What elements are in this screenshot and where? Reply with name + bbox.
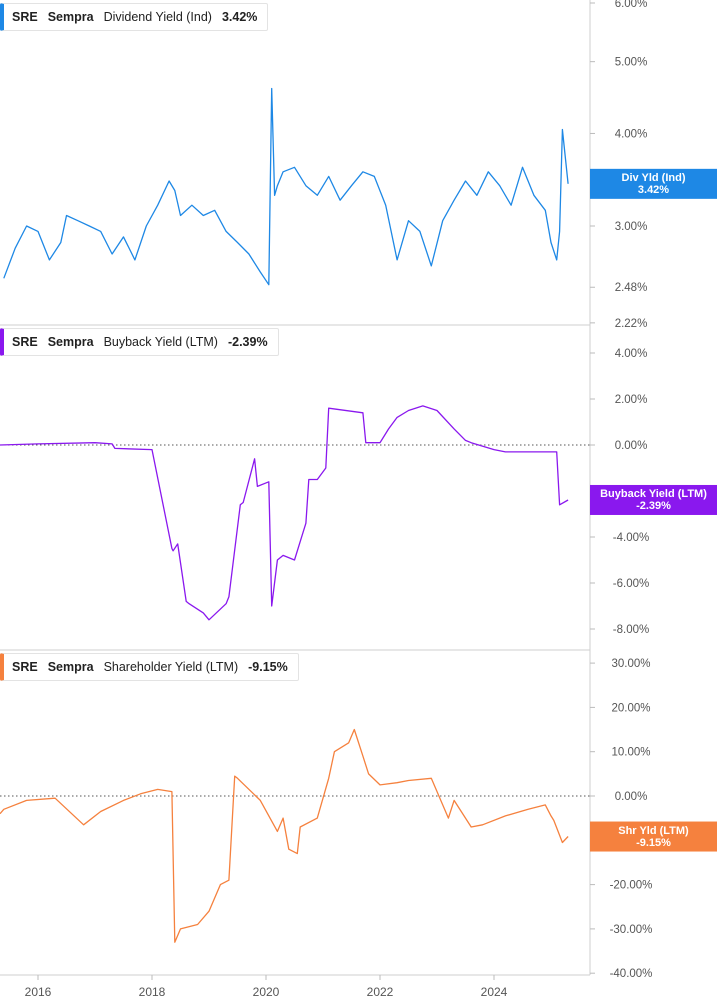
legend-ticker: SRE: [12, 335, 38, 349]
tag-value: -9.15%: [636, 836, 671, 849]
legend-company: Sempra: [47, 335, 94, 349]
y-tick-label: -20.00%: [610, 880, 653, 892]
buyback-yield-value-tag: Buyback Yield (LTM) -2.39%: [590, 485, 717, 515]
tag-label: Buyback Yield (LTM): [600, 487, 707, 500]
x-tick-label: 2016: [25, 985, 52, 999]
legend-company: Sempra: [47, 660, 94, 674]
value-tag-background: [590, 484, 717, 515]
tag-value: -2.39%: [636, 499, 671, 512]
y-tick-label: 4.00%: [615, 128, 648, 140]
tag-value: 3.42%: [637, 183, 670, 196]
y-tick-label: 30.00%: [611, 658, 650, 670]
series-line: [0, 728, 569, 943]
x-tick-label: 2024: [481, 985, 508, 999]
y-tick-label: -40.00%: [610, 968, 653, 980]
y-tick-label: 5.00%: [615, 57, 648, 69]
y-tick-label: 4.00%: [615, 348, 648, 360]
y-tick-label: 2.22%: [615, 318, 648, 330]
series-line: [0, 405, 569, 621]
legend-value: -9.15%: [248, 660, 288, 674]
tag-label: Div Yld (Ind): [621, 171, 686, 184]
y-tick-label: 0.00%: [615, 791, 648, 803]
dividend-yield-value-tag: Div Yld (Ind) 3.42%: [590, 169, 717, 199]
y-tick-label: 2.00%: [615, 394, 648, 406]
series-line: [3, 87, 569, 286]
dividend-yield-legend[interactable]: SRE Sempra Dividend Yield (Ind) 3.42%: [0, 3, 269, 31]
y-tick-label: -4.00%: [613, 532, 649, 544]
y-tick-label: 20.00%: [611, 702, 650, 714]
x-tick-label: 2018: [139, 985, 166, 999]
legend-metric: Buyback Yield (LTM): [103, 335, 218, 349]
legend-value: 3.42%: [221, 10, 258, 24]
x-tick-label: 2020: [253, 985, 280, 999]
y-tick-label: -30.00%: [610, 924, 653, 936]
legend-value: -2.39%: [227, 335, 268, 349]
shareholder-yield-legend[interactable]: SRE Sempra Shareholder Yield (LTM) -9.15…: [0, 653, 299, 681]
shareholder-yield-value-tag: Shr Yld (LTM) -9.15%: [590, 822, 717, 852]
value-tag-background: [590, 821, 717, 852]
legend-metric: Shareholder Yield (LTM): [103, 660, 239, 674]
legend-company: Sempra: [47, 10, 94, 24]
y-tick-label: 3.00%: [615, 221, 648, 233]
y-tick-label: 6.00%: [615, 0, 648, 10]
legend-ticker: SRE: [12, 10, 38, 24]
y-tick-label: -6.00%: [613, 578, 649, 590]
value-tag-background: [590, 168, 717, 199]
y-tick-label: -8.00%: [613, 624, 649, 636]
tag-label: Shr Yld (LTM): [618, 824, 689, 837]
legend-ticker: SRE: [12, 660, 38, 674]
y-tick-label: 0.00%: [615, 440, 648, 452]
y-tick-label: 2.48%: [615, 282, 648, 294]
y-tick-label: 10.00%: [611, 747, 650, 759]
buyback-yield-legend[interactable]: SRE Sempra Buyback Yield (LTM) -2.39%: [0, 328, 279, 356]
legend-metric: Dividend Yield (Ind): [103, 10, 212, 24]
x-tick-label: 2022: [367, 985, 394, 999]
